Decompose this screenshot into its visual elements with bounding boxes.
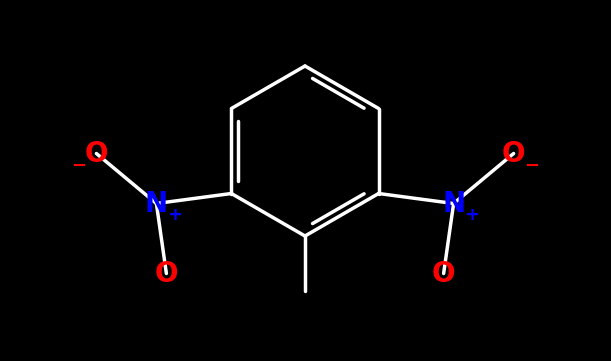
Text: O: O <box>85 139 108 168</box>
Text: O: O <box>155 260 178 287</box>
Text: −: − <box>71 157 86 174</box>
Text: N: N <box>442 190 465 217</box>
Text: +: + <box>167 206 182 225</box>
Text: O: O <box>432 260 455 287</box>
Text: N: N <box>145 190 168 217</box>
Text: +: + <box>464 206 479 225</box>
Text: O: O <box>502 139 525 168</box>
Text: −: − <box>524 157 539 174</box>
